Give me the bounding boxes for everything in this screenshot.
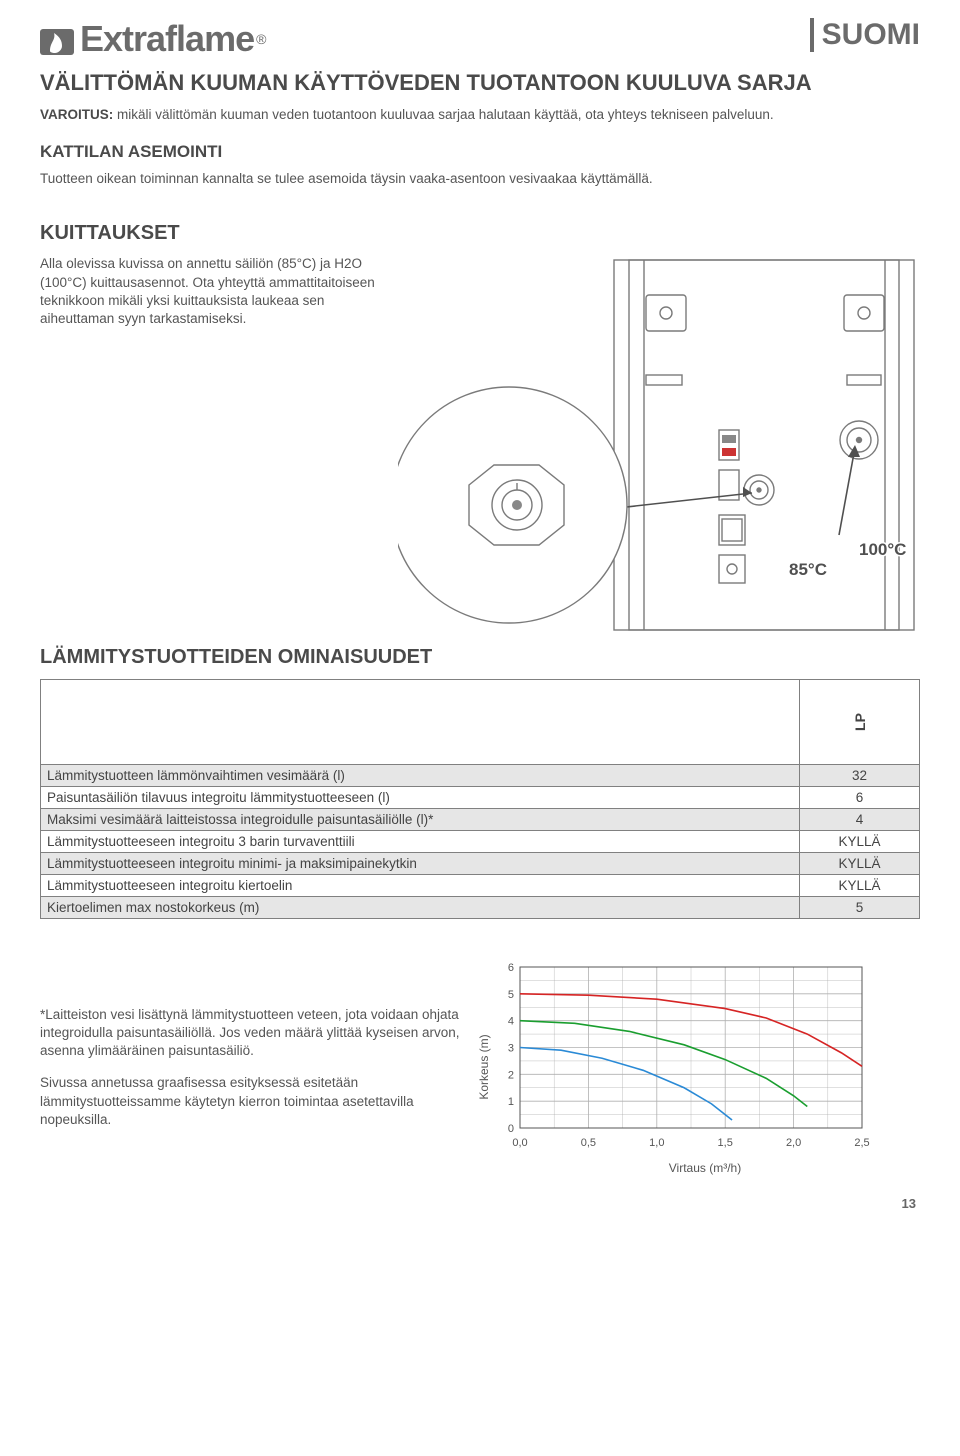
- page-header: Extraflame® SUOMI: [0, 0, 960, 66]
- reset-diagram: 85°C 100°C: [398, 255, 920, 640]
- svg-text:6: 6: [508, 962, 514, 974]
- table-row: Lämmitystuotteeseen integroitu kiertoeli…: [41, 875, 920, 897]
- svg-text:5: 5: [508, 989, 514, 1001]
- section3-text: Alla olevissa kuvissa on annettu säiliön…: [40, 255, 380, 328]
- language-label: SUOMI: [810, 18, 920, 52]
- svg-text:1,0: 1,0: [649, 1137, 664, 1149]
- spec-value: 4: [800, 809, 920, 831]
- spec-label: Kiertoelimen max nostokorkeus (m): [41, 897, 800, 919]
- flame-icon: [40, 24, 74, 54]
- table-row: Kiertoelimen max nostokorkeus (m)5: [41, 897, 920, 919]
- section1-title: VÄLITTÖMÄN KUUMAN KÄYTTÖVEDEN TUOTANTOON…: [40, 70, 920, 96]
- temp-100-label: 100°C: [859, 540, 906, 559]
- spec-table-header-empty: [41, 680, 800, 765]
- table-row: Paisuntasäiliön tilavuus integroitu lämm…: [41, 787, 920, 809]
- spec-value: 32: [800, 765, 920, 787]
- svg-text:2: 2: [508, 1070, 514, 1082]
- footnote-2: Sivussa annetussa graafisessa esityksess…: [40, 1074, 470, 1129]
- svg-text:2,0: 2,0: [786, 1137, 801, 1149]
- svg-text:1: 1: [508, 1097, 514, 1109]
- brand-logo: Extraflame®: [40, 18, 265, 60]
- brand-name: Extraflame: [80, 18, 254, 60]
- spec-table: LP Lämmitystuotteen lämmönvaihtimen vesi…: [40, 679, 920, 919]
- svg-text:2,5: 2,5: [854, 1137, 869, 1149]
- table-row: Lämmitystuotteen lämmönvaihtimen vesimää…: [41, 765, 920, 787]
- temp-85-label: 85°C: [789, 560, 827, 579]
- chart-ylabel: Korkeus (m): [477, 1035, 491, 1100]
- spec-table-header-lp: LP: [800, 680, 920, 765]
- table-row: Lämmitystuotteeseen integroitu minimi- j…: [41, 853, 920, 875]
- svg-text:0,0: 0,0: [512, 1137, 527, 1149]
- spec-value: KYLLÄ: [800, 875, 920, 897]
- pump-curve-chart: Korkeus (m) 0,00,51,01,52,02,50123456 Vi…: [490, 959, 920, 1175]
- registered-icon: ®: [256, 31, 265, 47]
- svg-text:0,5: 0,5: [581, 1137, 596, 1149]
- warning-text: mikäli välittömän kuuman veden tuotantoo…: [113, 107, 773, 122]
- section1-warning: VAROITUS: mikäli välittömän kuuman veden…: [40, 106, 920, 124]
- spec-label: Lämmitystuotteeseen integroitu minimi- j…: [41, 853, 800, 875]
- spec-value: 6: [800, 787, 920, 809]
- spec-label: Paisuntasäiliön tilavuus integroitu lämm…: [41, 787, 800, 809]
- spec-label: Lämmitystuotteen lämmönvaihtimen vesimää…: [41, 765, 800, 787]
- svg-text:4: 4: [508, 1016, 514, 1028]
- spec-value: KYLLÄ: [800, 831, 920, 853]
- table-row: Maksimi vesimäärä laitteistossa integroi…: [41, 809, 920, 831]
- page-number: 13: [902, 1196, 916, 1211]
- section2-text: Tuotteen oikean toiminnan kannalta se tu…: [40, 170, 920, 188]
- warning-label: VAROITUS:: [40, 107, 113, 122]
- svg-text:0: 0: [508, 1123, 514, 1135]
- svg-text:3: 3: [508, 1043, 514, 1055]
- spec-label: Lämmitystuotteeseen integroitu kiertoeli…: [41, 875, 800, 897]
- footnote-1: *Laitteiston vesi lisättynä lämmitystuot…: [40, 1006, 470, 1061]
- table-row: Lämmitystuotteeseen integroitu 3 barin t…: [41, 831, 920, 853]
- spec-label: Lämmitystuotteeseen integroitu 3 barin t…: [41, 831, 800, 853]
- chart-xlabel: Virtaus (m³/h): [490, 1161, 920, 1175]
- spec-value: 5: [800, 897, 920, 919]
- spec-label: Maksimi vesimäärä laitteistossa integroi…: [41, 809, 800, 831]
- svg-text:1,5: 1,5: [718, 1137, 733, 1149]
- spec-value: KYLLÄ: [800, 853, 920, 875]
- section2-title: KATTILAN ASEMOINTI: [40, 142, 920, 162]
- section4-title: LÄMMITYSTUOTTEIDEN OMINAISUUDET: [40, 646, 920, 669]
- section3-title: KUITTAUKSET: [40, 222, 920, 245]
